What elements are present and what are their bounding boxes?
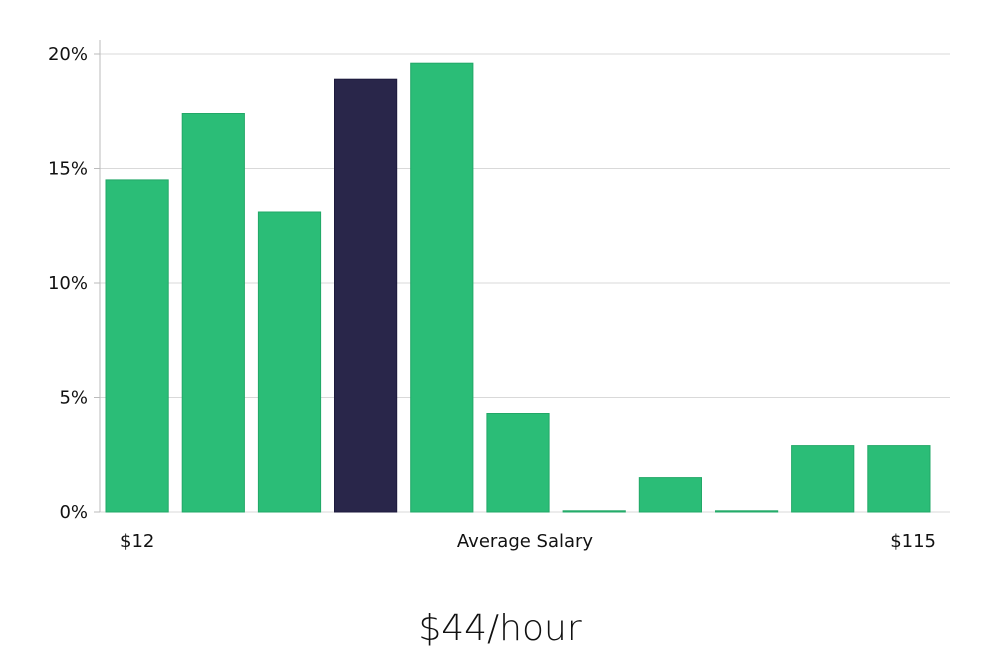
bar [867, 445, 931, 513]
bar [181, 113, 245, 513]
bar [638, 477, 702, 513]
y-tick-label: 20% [48, 44, 88, 65]
y-tick-label: 0% [59, 502, 88, 523]
bars [105, 62, 931, 513]
bar [562, 510, 626, 513]
axes: 0% 5% 10% 15% 20% [48, 40, 101, 523]
y-tick-label: 10% [48, 273, 88, 294]
bar [486, 413, 550, 513]
y-tick-label: 5% [59, 388, 88, 409]
x-max-label: $115 [890, 531, 936, 552]
bar [791, 445, 855, 513]
bar [410, 62, 474, 513]
bar [715, 510, 779, 513]
bar [105, 179, 169, 513]
bar [257, 211, 322, 513]
average-salary-headline: $44/hour [418, 608, 582, 649]
x-axis-title: Average Salary [457, 531, 594, 552]
y-tick-label: 15% [48, 159, 88, 180]
bar-highlighted [334, 78, 398, 513]
x-min-label: $12 [120, 531, 154, 552]
